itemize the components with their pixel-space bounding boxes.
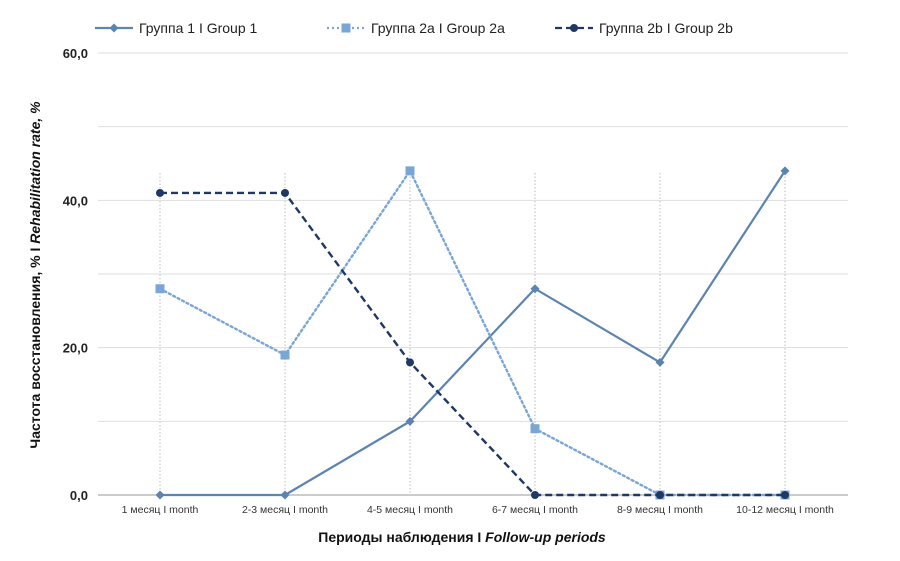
series-line bbox=[158, 168, 787, 497]
x-tick-label: 2-3 месяц I month bbox=[242, 504, 328, 516]
legend-item: Группа 2b I Group 2b bbox=[555, 20, 733, 36]
series-2 bbox=[155, 166, 790, 500]
data-point bbox=[656, 491, 664, 499]
x-axis-ticks: 1 месяц I month 2-3 месяц I month 4-5 меся… bbox=[122, 504, 834, 516]
legend-item: Группа 1 I Group 1 bbox=[95, 20, 258, 36]
legend-label: Группа 1 I Group 1 bbox=[139, 20, 258, 36]
legend-label: Группа 2а I Group 2a bbox=[371, 20, 505, 36]
y-tick-label: 0,0 bbox=[70, 488, 88, 503]
data-point bbox=[155, 284, 165, 294]
data-point bbox=[406, 358, 414, 367]
data-point bbox=[405, 416, 415, 426]
data-point bbox=[655, 357, 665, 367]
data-point bbox=[155, 490, 165, 500]
series-line bbox=[160, 191, 785, 497]
data-point bbox=[780, 166, 790, 176]
series-3 bbox=[156, 188, 789, 499]
legend-label: Группа 2b I Group 2b bbox=[599, 20, 733, 36]
data-point bbox=[570, 24, 578, 32]
series-1 bbox=[155, 166, 790, 500]
y-tick-label: 40,0 bbox=[63, 193, 88, 208]
data-point bbox=[156, 188, 164, 197]
data-point bbox=[531, 491, 539, 499]
data-point bbox=[280, 350, 290, 360]
data-point bbox=[530, 284, 540, 294]
vertical-gridlines bbox=[159, 173, 786, 495]
x-tick-label: 8-9 месяц I month bbox=[617, 504, 703, 516]
y-axis-ticks: 0,0 20,0 40,0 60,0 bbox=[63, 46, 88, 503]
y-tick-label: 60,0 bbox=[63, 46, 88, 61]
gridlines bbox=[98, 52, 848, 496]
data-point bbox=[281, 188, 289, 197]
legend: Группа 1 I Group 1 Группа 2а I Group 2a Гр… bbox=[95, 20, 733, 36]
data-point bbox=[109, 23, 119, 33]
x-axis-title: Периоды наблюдения I Follow-up periods bbox=[318, 529, 606, 545]
x-tick-label: 1 месяц I month bbox=[122, 504, 199, 516]
data-point bbox=[341, 23, 351, 33]
data-point bbox=[530, 424, 540, 434]
data-point bbox=[405, 166, 415, 176]
series-lines bbox=[155, 166, 790, 500]
legend-item: Группа 2а I Group 2a bbox=[327, 20, 505, 36]
data-point bbox=[781, 491, 789, 499]
x-tick-label: 4-5 месяц I month bbox=[367, 504, 453, 516]
y-tick-label: 20,0 bbox=[63, 341, 88, 356]
data-point bbox=[280, 490, 290, 500]
series-line bbox=[160, 170, 786, 497]
x-tick-label: 10-12 месяц I month bbox=[736, 504, 834, 516]
y-axis-title: Частота восстановления, % I Rehabilitati… bbox=[27, 101, 43, 449]
x-tick-label: 6-7 месяц I month bbox=[492, 504, 578, 516]
